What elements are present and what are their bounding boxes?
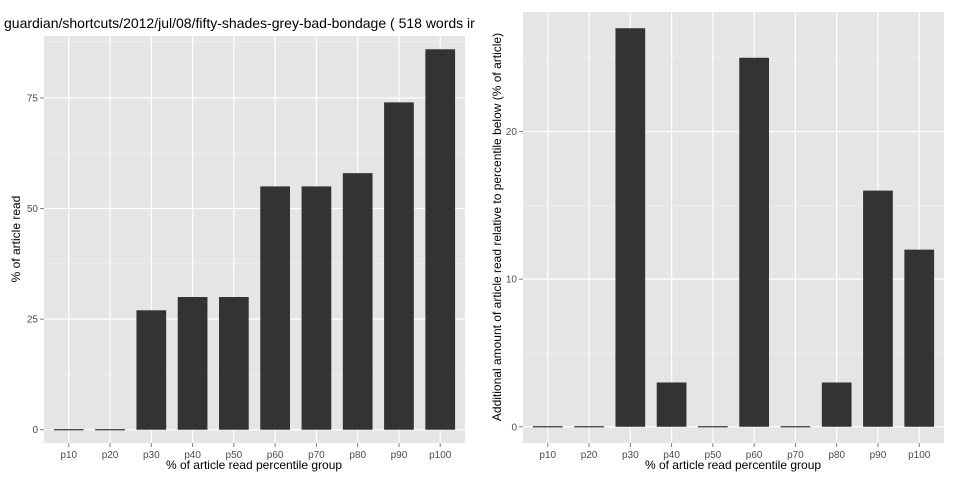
left-chart-bar-p30 — [136, 310, 167, 430]
right-chart-x-tick-label: p100 — [908, 450, 931, 461]
left-chart-bar-p80 — [342, 173, 373, 430]
left-chart-x-tick-label: p40 — [184, 450, 201, 461]
left-chart-bar-p60 — [260, 186, 290, 430]
left-chart-title: guardian/shortcuts/2012/jul/08/fifty-sha… — [4, 15, 475, 31]
right-chart-bar-p90 — [863, 190, 893, 427]
left-chart-x-tick-label: p70 — [308, 450, 325, 461]
left-chart-x-tick-label: p80 — [349, 450, 366, 461]
right-chart-bar-p40 — [656, 382, 687, 427]
right-chart-y-tick-label: 10 — [506, 275, 518, 286]
left-chart-y-axis-label: % of article read — [9, 196, 23, 283]
right-chart-bar-p20 — [574, 426, 604, 428]
right-chart-x-axis: p10 p20 p30 p40 p50 p60 p70 p80 p90 p100 — [539, 443, 931, 461]
left-chart-y-tick-label: 0 — [32, 425, 38, 436]
left-chart-bar-p40 — [177, 297, 208, 430]
right-chart-y-tick-label: 20 — [506, 127, 518, 138]
left-chart-x-axis: p10 p20 p30 p40 p50 p60 p70 p80 p90 p100 — [60, 443, 452, 461]
left-chart-x-tick-label: p20 — [102, 450, 119, 461]
left-chart-y-axis: 0 25 50 75 — [27, 93, 44, 436]
left-chart-x-tick-label: p90 — [391, 450, 408, 461]
right-chart-bar-p70 — [780, 426, 811, 428]
right-chart-x-tick-label: p30 — [622, 450, 639, 461]
right-chart-bars — [532, 28, 935, 428]
right-chart-y-tick-label: 0 — [511, 422, 517, 433]
left-chart-y-tick-label: 50 — [27, 204, 39, 215]
left-chart-bar-p20 — [95, 429, 125, 431]
right-chart-x-tick-label: p10 — [539, 450, 556, 461]
right-chart-x-tick-label: p60 — [746, 450, 763, 461]
left-chart-bars — [53, 49, 456, 431]
right-chart-x-tick-label: p90 — [870, 450, 887, 461]
right-chart: 0 10 20 p10 p20 p30 p40 p50 p60 p70 p80 p90 p100 % … — [490, 12, 944, 472]
left-chart-x-tick-label: p100 — [429, 450, 452, 461]
right-chart-bar-p80 — [821, 382, 852, 427]
left-chart-x-tick-label: p50 — [226, 450, 243, 461]
left-chart-y-tick-label: 75 — [27, 93, 39, 104]
left-chart-x-axis-label: % of article read percentile group — [166, 458, 342, 472]
right-chart-x-tick-label: p20 — [581, 450, 598, 461]
right-chart-y-axis-label: Additional amount of article read relati… — [490, 33, 504, 421]
left-chart-x-tick-label: p60 — [267, 450, 284, 461]
left-chart-x-tick-label: p30 — [143, 450, 160, 461]
left-chart-x-tick-label: p10 — [60, 450, 77, 461]
left-chart-bar-p10 — [53, 429, 84, 431]
left-chart-bar-p70 — [301, 186, 332, 430]
left-chart-y-tick-label: 25 — [27, 315, 39, 326]
right-chart-bar-p30 — [615, 28, 646, 427]
right-chart-bar-p50 — [698, 426, 728, 428]
left-chart-bar-p100 — [425, 49, 456, 430]
right-chart-y-axis: 0 10 20 — [506, 127, 523, 433]
left-chart-bar-p50 — [219, 297, 249, 430]
left-chart-bar-p90 — [384, 102, 414, 430]
right-chart-x-axis-label: % of article read percentile group — [645, 458, 821, 472]
right-chart-bar-p60 — [739, 57, 769, 427]
right-chart-bar-p10 — [532, 426, 563, 428]
right-chart-x-tick-label: p40 — [663, 450, 680, 461]
right-chart-x-tick-label: p80 — [828, 450, 845, 461]
right-chart-bar-p100 — [904, 249, 935, 427]
right-chart-x-tick-label: p50 — [705, 450, 722, 461]
right-chart-x-tick-label: p70 — [787, 450, 804, 461]
